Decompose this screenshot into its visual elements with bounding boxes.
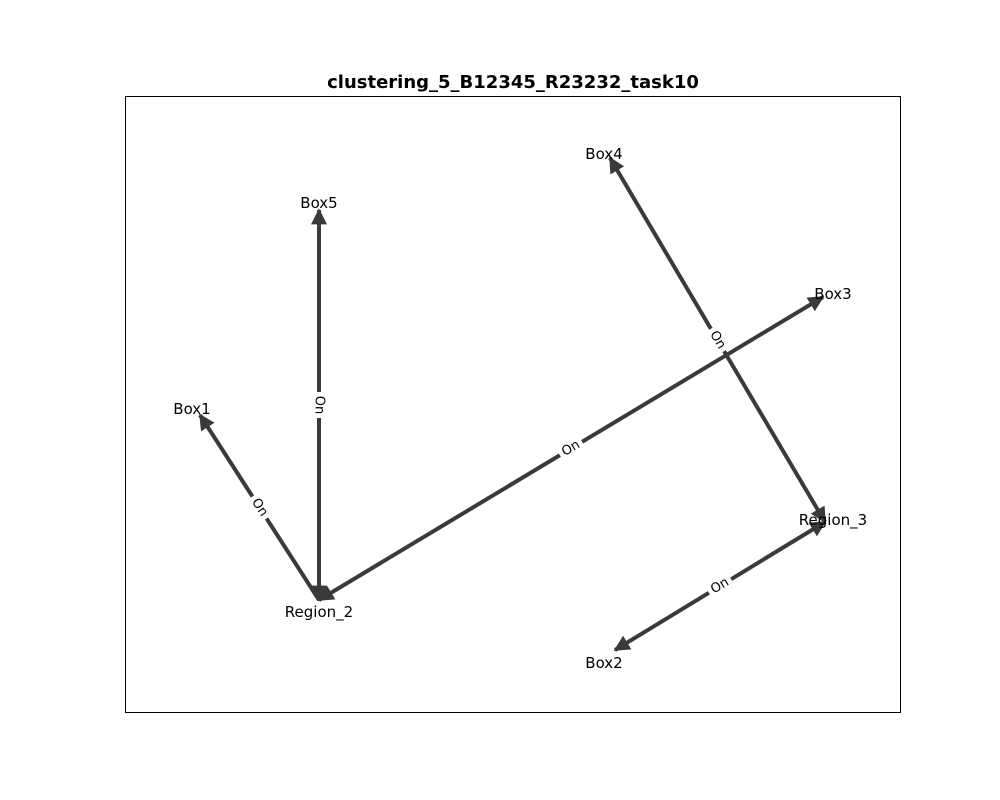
node-label-box3: Box3 <box>814 285 851 303</box>
diagram-title: clustering_5_B12345_R23232_task10 <box>327 72 699 93</box>
edge-label-group: On <box>244 491 275 524</box>
nodes-group: Box1 Box2 Box3 Box4 Box5 Region_2 Region_3 <box>173 145 867 672</box>
edge-label-group: On <box>704 571 736 601</box>
edges-group: On On On On On <box>198 156 827 652</box>
edge-label-background <box>555 434 587 463</box>
node-label-box5: Box5 <box>300 194 337 212</box>
edge-label-group: On <box>703 324 732 356</box>
edge-label: On <box>312 396 327 414</box>
edge-label-background <box>244 491 275 524</box>
node-label-box1: Box1 <box>173 400 210 418</box>
edge-label-background <box>703 324 732 356</box>
node-label-region_3: Region_3 <box>799 511 867 530</box>
node-label-region_2: Region_2 <box>285 603 353 622</box>
node-label-box2: Box2 <box>585 654 622 672</box>
plot-frame <box>125 96 901 713</box>
edge-label-group: On <box>555 434 587 463</box>
edge-label-group: On <box>310 392 328 418</box>
node-label-box4: Box4 <box>585 145 622 163</box>
edge-label-background <box>704 571 736 601</box>
